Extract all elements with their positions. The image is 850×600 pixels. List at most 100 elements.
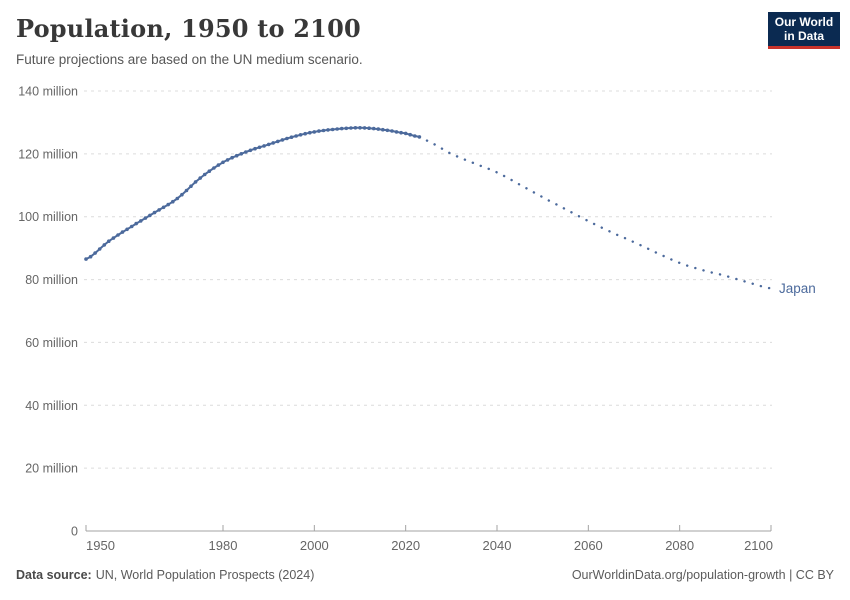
owid-logo-line2: in Data bbox=[783, 29, 824, 43]
y-axis-label-140: 140 million bbox=[18, 85, 78, 99]
data-point-marker bbox=[330, 127, 335, 132]
data-point-marker bbox=[225, 158, 230, 162]
x-axis-label-2040: 2040 bbox=[483, 538, 512, 553]
data-point-marker bbox=[161, 205, 166, 210]
data-point-marker bbox=[212, 166, 216, 170]
data-point-marker bbox=[116, 233, 120, 237]
owid-logo-line1: Our World bbox=[774, 14, 834, 29]
data-point-marker bbox=[353, 126, 358, 130]
data-source: Data source: UN, World Population Prospec… bbox=[16, 568, 314, 582]
data-point-marker bbox=[84, 257, 88, 261]
population-line-chart[interactable]: 0 20 million 40 million 60 million 80 millio… bbox=[0, 0, 850, 560]
data-point-marker bbox=[335, 127, 340, 131]
x-axis-label-2080: 2080 bbox=[665, 538, 694, 553]
footer-citation-link[interactable]: OurWorldinData.org/population-growth | C… bbox=[571, 568, 834, 582]
data-point-marker bbox=[257, 145, 262, 150]
data-point-marker bbox=[175, 196, 180, 201]
y-axis-label-120: 120 million bbox=[18, 147, 78, 161]
data-point-marker bbox=[321, 128, 326, 133]
projection-line-japan bbox=[418, 135, 773, 290]
data-point-marker bbox=[143, 216, 148, 220]
data-point-marker bbox=[125, 227, 129, 232]
data-point-marker bbox=[417, 135, 422, 139]
data-point-marker bbox=[285, 136, 289, 141]
data-point-marker bbox=[97, 247, 102, 251]
x-axis-label-2000: 2000 bbox=[300, 538, 329, 553]
x-axis-label-2100: 2100 bbox=[744, 538, 773, 553]
data-point-marker bbox=[88, 254, 93, 259]
data-point-marker bbox=[244, 150, 248, 154]
data-point-marker bbox=[230, 155, 234, 160]
data-point-marker bbox=[216, 163, 221, 167]
data-point-marker bbox=[408, 132, 413, 137]
data-point-marker bbox=[248, 148, 253, 153]
data-point-marker bbox=[326, 128, 330, 132]
data-point-marker bbox=[239, 152, 244, 156]
y-axis-label-60: 60 million bbox=[25, 336, 78, 350]
y-axis-label-80: 80 million bbox=[25, 273, 78, 287]
data-point-marker bbox=[390, 129, 394, 133]
data-point-marker bbox=[317, 129, 321, 133]
data-point-marker bbox=[381, 127, 385, 132]
page-subtitle: Future projections are based on the UN m… bbox=[16, 52, 363, 67]
data-point-marker bbox=[294, 134, 298, 138]
data-point-marker bbox=[93, 251, 97, 255]
data-point-marker bbox=[198, 176, 202, 180]
data-point-marker bbox=[202, 172, 207, 177]
data-point-marker bbox=[394, 130, 399, 134]
data-point-marker bbox=[362, 126, 367, 130]
data-point-marker bbox=[312, 130, 317, 134]
data-point-marker bbox=[280, 138, 285, 142]
data-point-marker bbox=[234, 153, 239, 158]
page-title: Population, 1950 to 2100 bbox=[16, 14, 361, 43]
data-point-marker bbox=[276, 139, 280, 144]
data-point-marker bbox=[371, 126, 376, 131]
owid-logo[interactable]: Our World in Data bbox=[768, 12, 840, 46]
data-point-marker bbox=[308, 130, 312, 135]
data-point-marker bbox=[367, 126, 371, 130]
data-point-marker bbox=[344, 126, 349, 131]
entity-label-japan[interactable]: Japan bbox=[779, 281, 816, 296]
data-point-marker bbox=[134, 221, 138, 226]
data-point-marker bbox=[180, 192, 184, 197]
data-source-label: Data source: bbox=[16, 568, 92, 582]
data-point-marker bbox=[193, 180, 198, 184]
data-point-marker bbox=[253, 146, 257, 151]
data-point-marker bbox=[157, 208, 161, 212]
data-point-marker bbox=[349, 126, 353, 130]
data-point-marker bbox=[399, 130, 403, 135]
data-point-marker bbox=[266, 142, 271, 147]
data-point-marker bbox=[298, 133, 303, 137]
data-point-marker bbox=[129, 224, 134, 229]
data-point-marker bbox=[339, 126, 344, 131]
owid-logo-red-bar bbox=[768, 46, 840, 49]
data-source-text: UN, World Population Prospects (2024) bbox=[95, 568, 315, 582]
data-point-marker bbox=[262, 144, 266, 148]
data-point-marker bbox=[271, 141, 276, 145]
data-point-marker bbox=[152, 210, 157, 215]
data-point-marker bbox=[207, 169, 212, 173]
data-point-marker bbox=[376, 127, 381, 131]
data-point-marker bbox=[107, 239, 111, 243]
x-axis-label-2060: 2060 bbox=[574, 538, 603, 553]
data-point-marker bbox=[102, 243, 107, 247]
y-axis-label-0: 0 bbox=[71, 525, 78, 539]
historical-line-japan bbox=[85, 126, 420, 260]
data-point-marker bbox=[385, 128, 390, 133]
data-point-marker bbox=[184, 188, 189, 193]
data-point-marker bbox=[358, 126, 362, 130]
data-point-marker bbox=[120, 230, 125, 234]
data-point-marker bbox=[189, 184, 193, 188]
data-point-marker bbox=[403, 131, 408, 136]
data-point-marker bbox=[139, 219, 143, 223]
y-axis-label-40: 40 million bbox=[25, 399, 78, 413]
x-axis-label-2020: 2020 bbox=[391, 538, 420, 553]
data-point-marker bbox=[111, 236, 116, 240]
x-axis-label-1980: 1980 bbox=[209, 538, 238, 553]
data-point-marker bbox=[171, 199, 175, 204]
y-axis-label-20: 20 million bbox=[25, 462, 78, 476]
data-point-marker bbox=[413, 134, 417, 138]
data-point-marker bbox=[303, 131, 308, 136]
y-axis-label-100: 100 million bbox=[18, 210, 78, 224]
